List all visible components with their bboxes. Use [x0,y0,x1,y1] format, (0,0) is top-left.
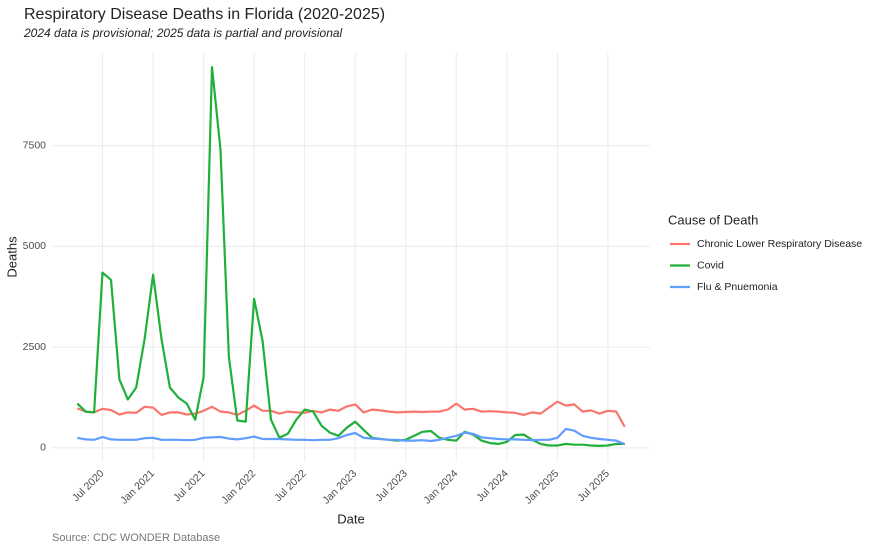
legend-title: Cause of Death [668,212,758,227]
x-tick-label: Jan 2021 [118,467,157,506]
y-tick-label: 5000 [23,240,47,252]
x-tick-label: Jul 2020 [70,467,107,504]
y-axis-label: Deaths [4,236,19,278]
y-tick-label: 2500 [23,341,47,353]
x-tick-label: Jul 2022 [272,467,309,504]
x-tick-label: Jul 2023 [373,467,410,504]
legend-label: Covid [697,259,724,271]
y-tick-label: 7500 [23,139,47,151]
y-tick-label: 0 [40,442,46,454]
series-line [76,400,626,428]
series-line [76,66,625,447]
legend-label: Flu & Pnuemonia [697,281,778,293]
x-tick-label: Jul 2021 [171,467,208,504]
x-tick-label: Jan 2022 [219,467,258,506]
caption: Source: CDC WONDER Database [52,532,220,544]
x-tick-label: Jul 2024 [474,467,511,504]
chart-title: Respiratory Disease Deaths in Florida (2… [24,6,385,23]
x-tick-label: Jan 2023 [320,467,359,506]
series-line [77,427,626,446]
x-tick-label: Jul 2025 [575,467,612,504]
x-axis-label: Date [337,511,364,526]
x-tick-label: Jan 2025 [522,467,561,506]
x-tick-label: Jan 2024 [421,467,460,506]
chart-subtitle: 2024 data is provisional; 2025 data is p… [23,26,343,40]
legend-label: Chronic Lower Respiratory Disease [697,238,862,250]
